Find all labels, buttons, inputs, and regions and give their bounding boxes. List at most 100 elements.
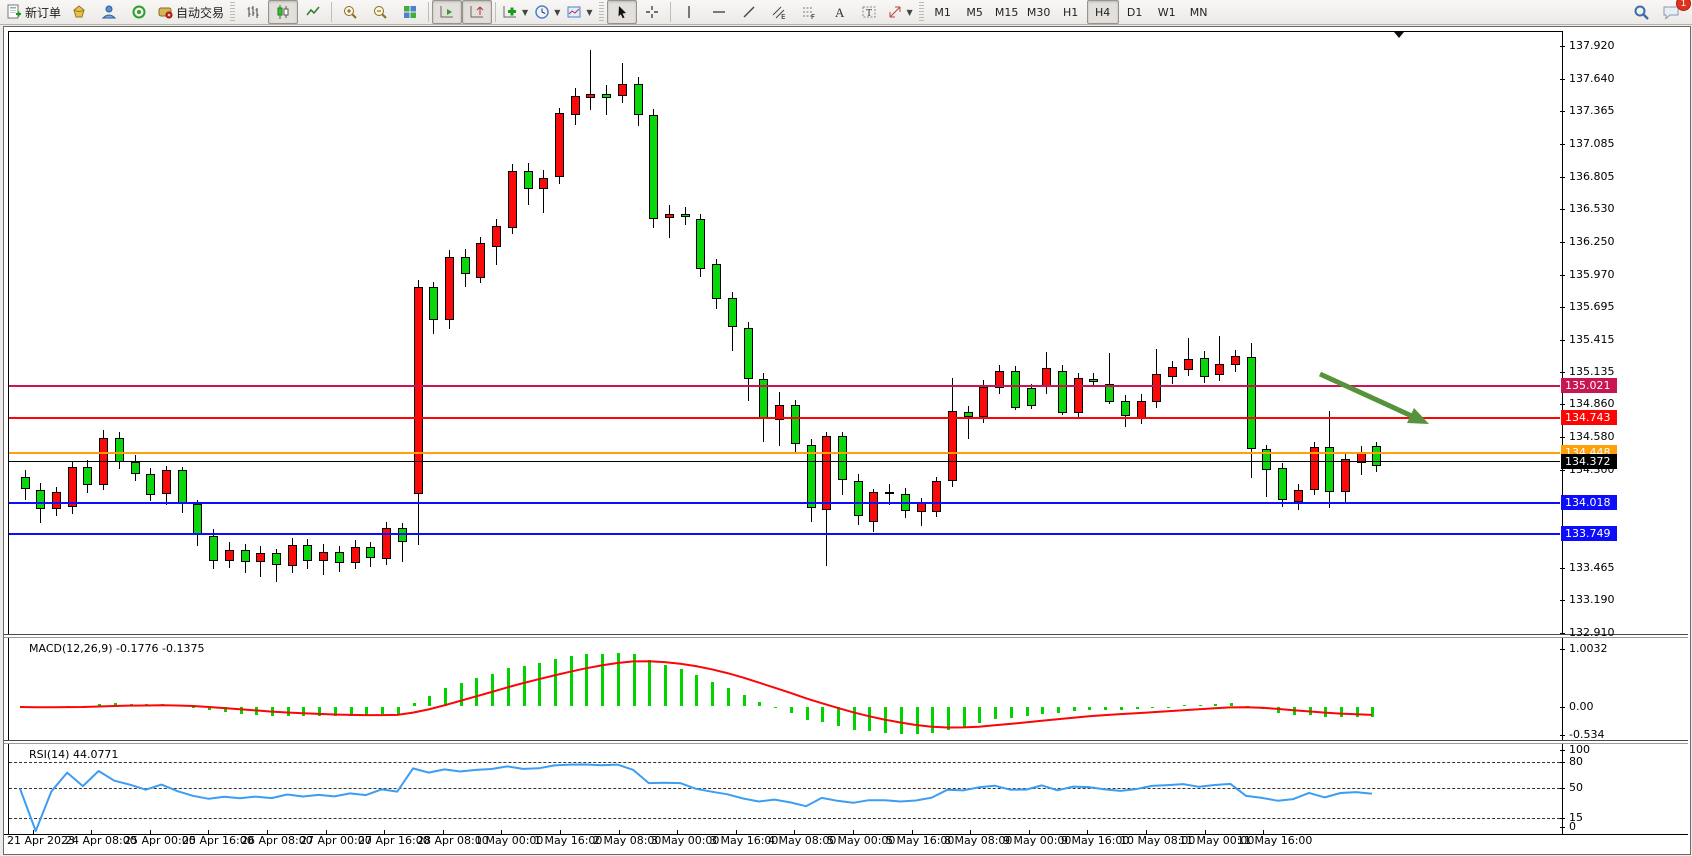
- bucket-icon: [71, 4, 87, 20]
- candle: [1294, 490, 1303, 502]
- candle: [539, 178, 548, 189]
- periods-button[interactable]: ▼: [531, 0, 563, 24]
- candle: [209, 536, 218, 561]
- candle: [696, 219, 705, 269]
- timeframe-h4[interactable]: H4: [1086, 0, 1119, 24]
- rsi-window-separator[interactable]: [4, 740, 1688, 744]
- profiles-button[interactable]: [94, 0, 124, 24]
- fibonacci-button[interactable]: F: [794, 0, 824, 24]
- arrows-button[interactable]: ▼: [884, 0, 916, 24]
- time-axis-tick: [443, 830, 444, 834]
- search-button[interactable]: [1626, 0, 1656, 24]
- candle: [1215, 364, 1224, 375]
- time-axis-tick: [1205, 830, 1206, 834]
- price-axis-tick: [1560, 46, 1565, 47]
- support-line-133749[interactable]: [9, 533, 1560, 535]
- macd-histogram-bar: [601, 654, 604, 706]
- rsi-axis-tick: [1560, 827, 1565, 828]
- fibo-icon: F: [801, 4, 817, 20]
- candle: [83, 467, 92, 485]
- macd-axis-tick-label: 1.0032: [1569, 642, 1608, 655]
- price-axis-tick: [1560, 242, 1565, 243]
- support-line-134018[interactable]: [9, 502, 1560, 504]
- chart-style-button[interactable]: [64, 0, 94, 24]
- zoom-in-button[interactable]: [335, 0, 365, 24]
- tile-windows-button[interactable]: [395, 0, 425, 24]
- indicators-button[interactable]: ▼: [499, 0, 531, 24]
- indicators-icon: [502, 4, 518, 20]
- zoom-out-button[interactable]: [365, 0, 395, 24]
- candlestick-chart-button[interactable]: [268, 0, 299, 24]
- notifications-button[interactable]: 1: [1656, 0, 1691, 24]
- timeframe-m30[interactable]: M30: [1023, 0, 1055, 24]
- horizontal-line-button[interactable]: [704, 0, 734, 24]
- time-axis-label: 8 May 08:00: [944, 834, 1013, 847]
- time-axis-tick: [150, 830, 151, 834]
- toolbar-grip[interactable]: [230, 2, 236, 22]
- trendline-button[interactable]: [734, 0, 764, 24]
- text-button[interactable]: A: [824, 0, 854, 24]
- price-axis-tick: [1560, 340, 1565, 341]
- candle: [885, 492, 894, 494]
- market-watch-button[interactable]: [124, 0, 154, 24]
- resistance-line-134743[interactable]: [9, 417, 1560, 419]
- macd-axis-tick: [1560, 707, 1565, 708]
- bar-chart-button[interactable]: [238, 0, 268, 24]
- timeframe-d1[interactable]: D1: [1119, 0, 1151, 24]
- level-line-134448[interactable]: [9, 452, 1560, 454]
- chevron-down-icon[interactable]: ▼: [906, 7, 913, 17]
- candle-wick: [968, 406, 969, 439]
- macd-histogram-bar: [1246, 706, 1249, 707]
- macd-histogram-bar: [774, 707, 777, 708]
- macd-histogram-bar: [1057, 707, 1060, 713]
- crosshair-button[interactable]: [637, 0, 667, 24]
- timeframe-h1[interactable]: H1: [1055, 0, 1087, 24]
- macd-histogram-bar: [617, 653, 620, 706]
- text-label-button[interactable]: T: [854, 0, 884, 24]
- current-price-line-badge: 134.372: [1561, 454, 1617, 469]
- macd-plot[interactable]: [8, 638, 1563, 740]
- macd-histogram-bar: [271, 707, 274, 716]
- macd-histogram-bar: [931, 707, 934, 733]
- vertical-line-button[interactable]: [674, 0, 704, 24]
- time-axis-label: 27 Apr 00:00: [300, 834, 372, 847]
- toolbar-grip[interactable]: [918, 2, 924, 22]
- price-chart-plot[interactable]: [8, 31, 1563, 636]
- chevron-down-icon[interactable]: ▼: [522, 7, 529, 17]
- line-chart-button[interactable]: [298, 0, 328, 24]
- candle: [1325, 447, 1334, 492]
- timeframe-w1[interactable]: W1: [1151, 0, 1183, 24]
- time-axis-label: 11 May 00:00: [1179, 834, 1255, 847]
- toolbar-grip[interactable]: [598, 2, 604, 22]
- timeframe-mn[interactable]: MN: [1183, 0, 1215, 24]
- candle: [398, 528, 407, 542]
- macd-histogram-bar: [1088, 707, 1091, 710]
- candle: [807, 445, 816, 508]
- macd-window-separator[interactable]: [4, 634, 1688, 638]
- chevron-down-icon[interactable]: ▼: [586, 7, 593, 17]
- time-axis-tick: [794, 830, 795, 834]
- auto-scroll-button[interactable]: [432, 0, 463, 24]
- channel-button[interactable]: E: [764, 0, 794, 24]
- macd-histogram-bar: [381, 707, 384, 714]
- resistance-line-135021[interactable]: [9, 385, 1560, 387]
- time-axis-label: 25 Apr 16:00: [182, 834, 254, 847]
- svg-text:T: T: [866, 8, 872, 19]
- chevron-down-icon[interactable]: ▼: [554, 7, 561, 17]
- cursor-button[interactable]: [606, 0, 637, 24]
- templates-button[interactable]: ▼: [563, 0, 595, 24]
- auto-trading-button[interactable]: 自动交易: [154, 0, 227, 24]
- current-price-line[interactable]: [9, 461, 1560, 462]
- price-axis-tick: [1560, 470, 1565, 471]
- timeframe-m5[interactable]: M5: [959, 0, 991, 24]
- timeframe-m1[interactable]: M1: [927, 0, 959, 24]
- time-axis-label: 28 Apr 08:00: [417, 834, 489, 847]
- candle: [1200, 358, 1209, 377]
- candle: [1121, 401, 1130, 416]
- toolbar-separator: [331, 2, 333, 22]
- chart-shift-button[interactable]: [462, 0, 493, 24]
- rsi-plot[interactable]: [8, 744, 1563, 834]
- candle: [979, 387, 988, 417]
- timeframe-m15[interactable]: M15: [991, 0, 1023, 24]
- new-order-button[interactable]: 新订单: [3, 0, 64, 24]
